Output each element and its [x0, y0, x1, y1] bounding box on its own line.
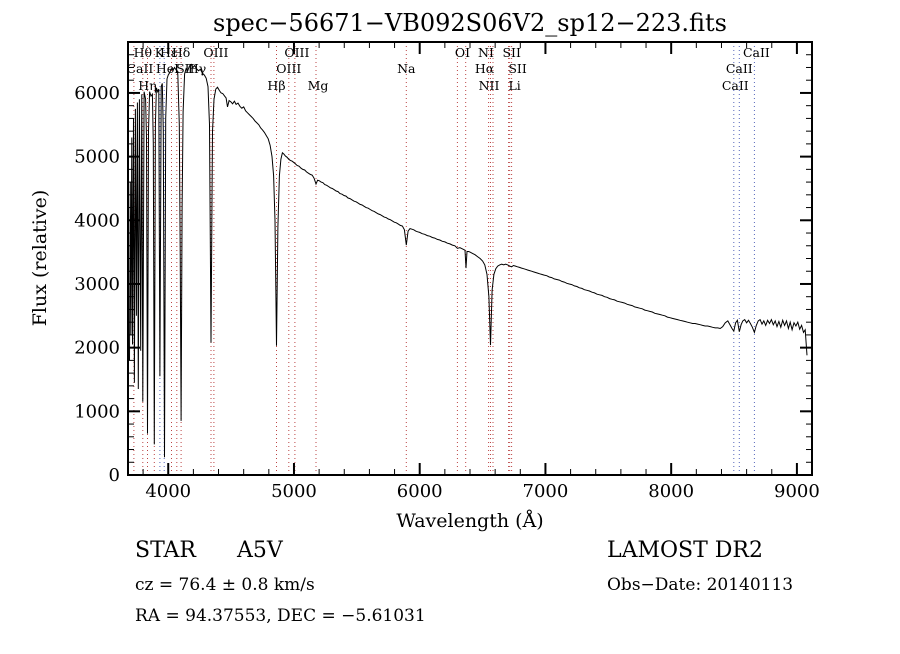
svg-text:Na: Na [397, 61, 416, 76]
spectral-line-markers [133, 42, 755, 475]
object-subclass: A5V [236, 538, 284, 563]
svg-text:OI: OI [455, 45, 470, 60]
survey-release: LAMOST DR2 [607, 538, 763, 563]
svg-text:CaII: CaII [743, 45, 770, 60]
svg-text:0: 0 [109, 465, 120, 486]
svg-text:Hε: Hε [160, 45, 177, 60]
svg-text:Hα: Hα [475, 61, 495, 76]
svg-text:Hη: Hη [138, 78, 156, 93]
y-axis-label: Flux (relative) [29, 190, 51, 327]
plot-frame [127, 41, 813, 476]
object-class: STAR [135, 538, 197, 563]
svg-text:2000: 2000 [74, 338, 120, 359]
svg-text:Hβ: Hβ [267, 78, 285, 93]
obs-date: Obs−Date: 20140113 [607, 575, 793, 595]
svg-text:8000: 8000 [648, 481, 694, 502]
svg-text:Hθ: Hθ [134, 45, 152, 60]
svg-text:NI: NI [478, 45, 494, 60]
svg-text:SII: SII [176, 61, 195, 76]
svg-text:OIII: OIII [284, 45, 309, 60]
svg-text:NII: NII [479, 78, 500, 93]
plot-title: spec−56671−VB092S06V2_sp12−223.fits [213, 9, 727, 37]
svg-text:SII: SII [502, 45, 521, 60]
coordinates: RA = 94.37553, DEC = −5.61031 [135, 606, 426, 626]
svg-text:K: K [155, 45, 165, 60]
svg-text:4000: 4000 [74, 210, 120, 231]
svg-text:OIII: OIII [203, 45, 228, 60]
spectrum-trace [129, 63, 808, 458]
svg-text:CaII: CaII [722, 78, 749, 93]
svg-text:5000: 5000 [271, 481, 317, 502]
plot-area: 4000 5000 6000 7000 8000 9000 0 1000 2000 3000 400… [74, 41, 820, 502]
svg-text:CaII: CaII [726, 61, 753, 76]
svg-text:6000: 6000 [397, 481, 443, 502]
tick-marks [128, 41, 812, 476]
svg-text:Hγ: Hγ [188, 61, 206, 76]
svg-text:HeI: HeI [156, 61, 179, 76]
svg-text:3000: 3000 [74, 274, 120, 295]
cz-velocity: cz = 76.4 ± 0.8 km/s [135, 575, 315, 595]
svg-text:9000: 9000 [774, 481, 820, 502]
svg-text:7000: 7000 [523, 481, 569, 502]
svg-text:4000: 4000 [145, 481, 191, 502]
svg-text:Li: Li [508, 78, 520, 93]
svg-text:5000: 5000 [74, 147, 120, 168]
svg-text:Hδ: Hδ [172, 45, 190, 60]
x-axis-label: Wavelength (Å) [396, 510, 543, 532]
svg-text:1000: 1000 [74, 401, 120, 422]
tick-labels: 4000 5000 6000 7000 8000 9000 0 1000 2000 3000 400… [74, 83, 820, 502]
svg-text:CaII: CaII [126, 61, 153, 76]
svg-text:SII: SII [508, 61, 527, 76]
svg-text:OIII: OIII [276, 61, 301, 76]
svg-text:6000: 6000 [74, 83, 120, 104]
svg-text:Mg: Mg [308, 78, 329, 93]
